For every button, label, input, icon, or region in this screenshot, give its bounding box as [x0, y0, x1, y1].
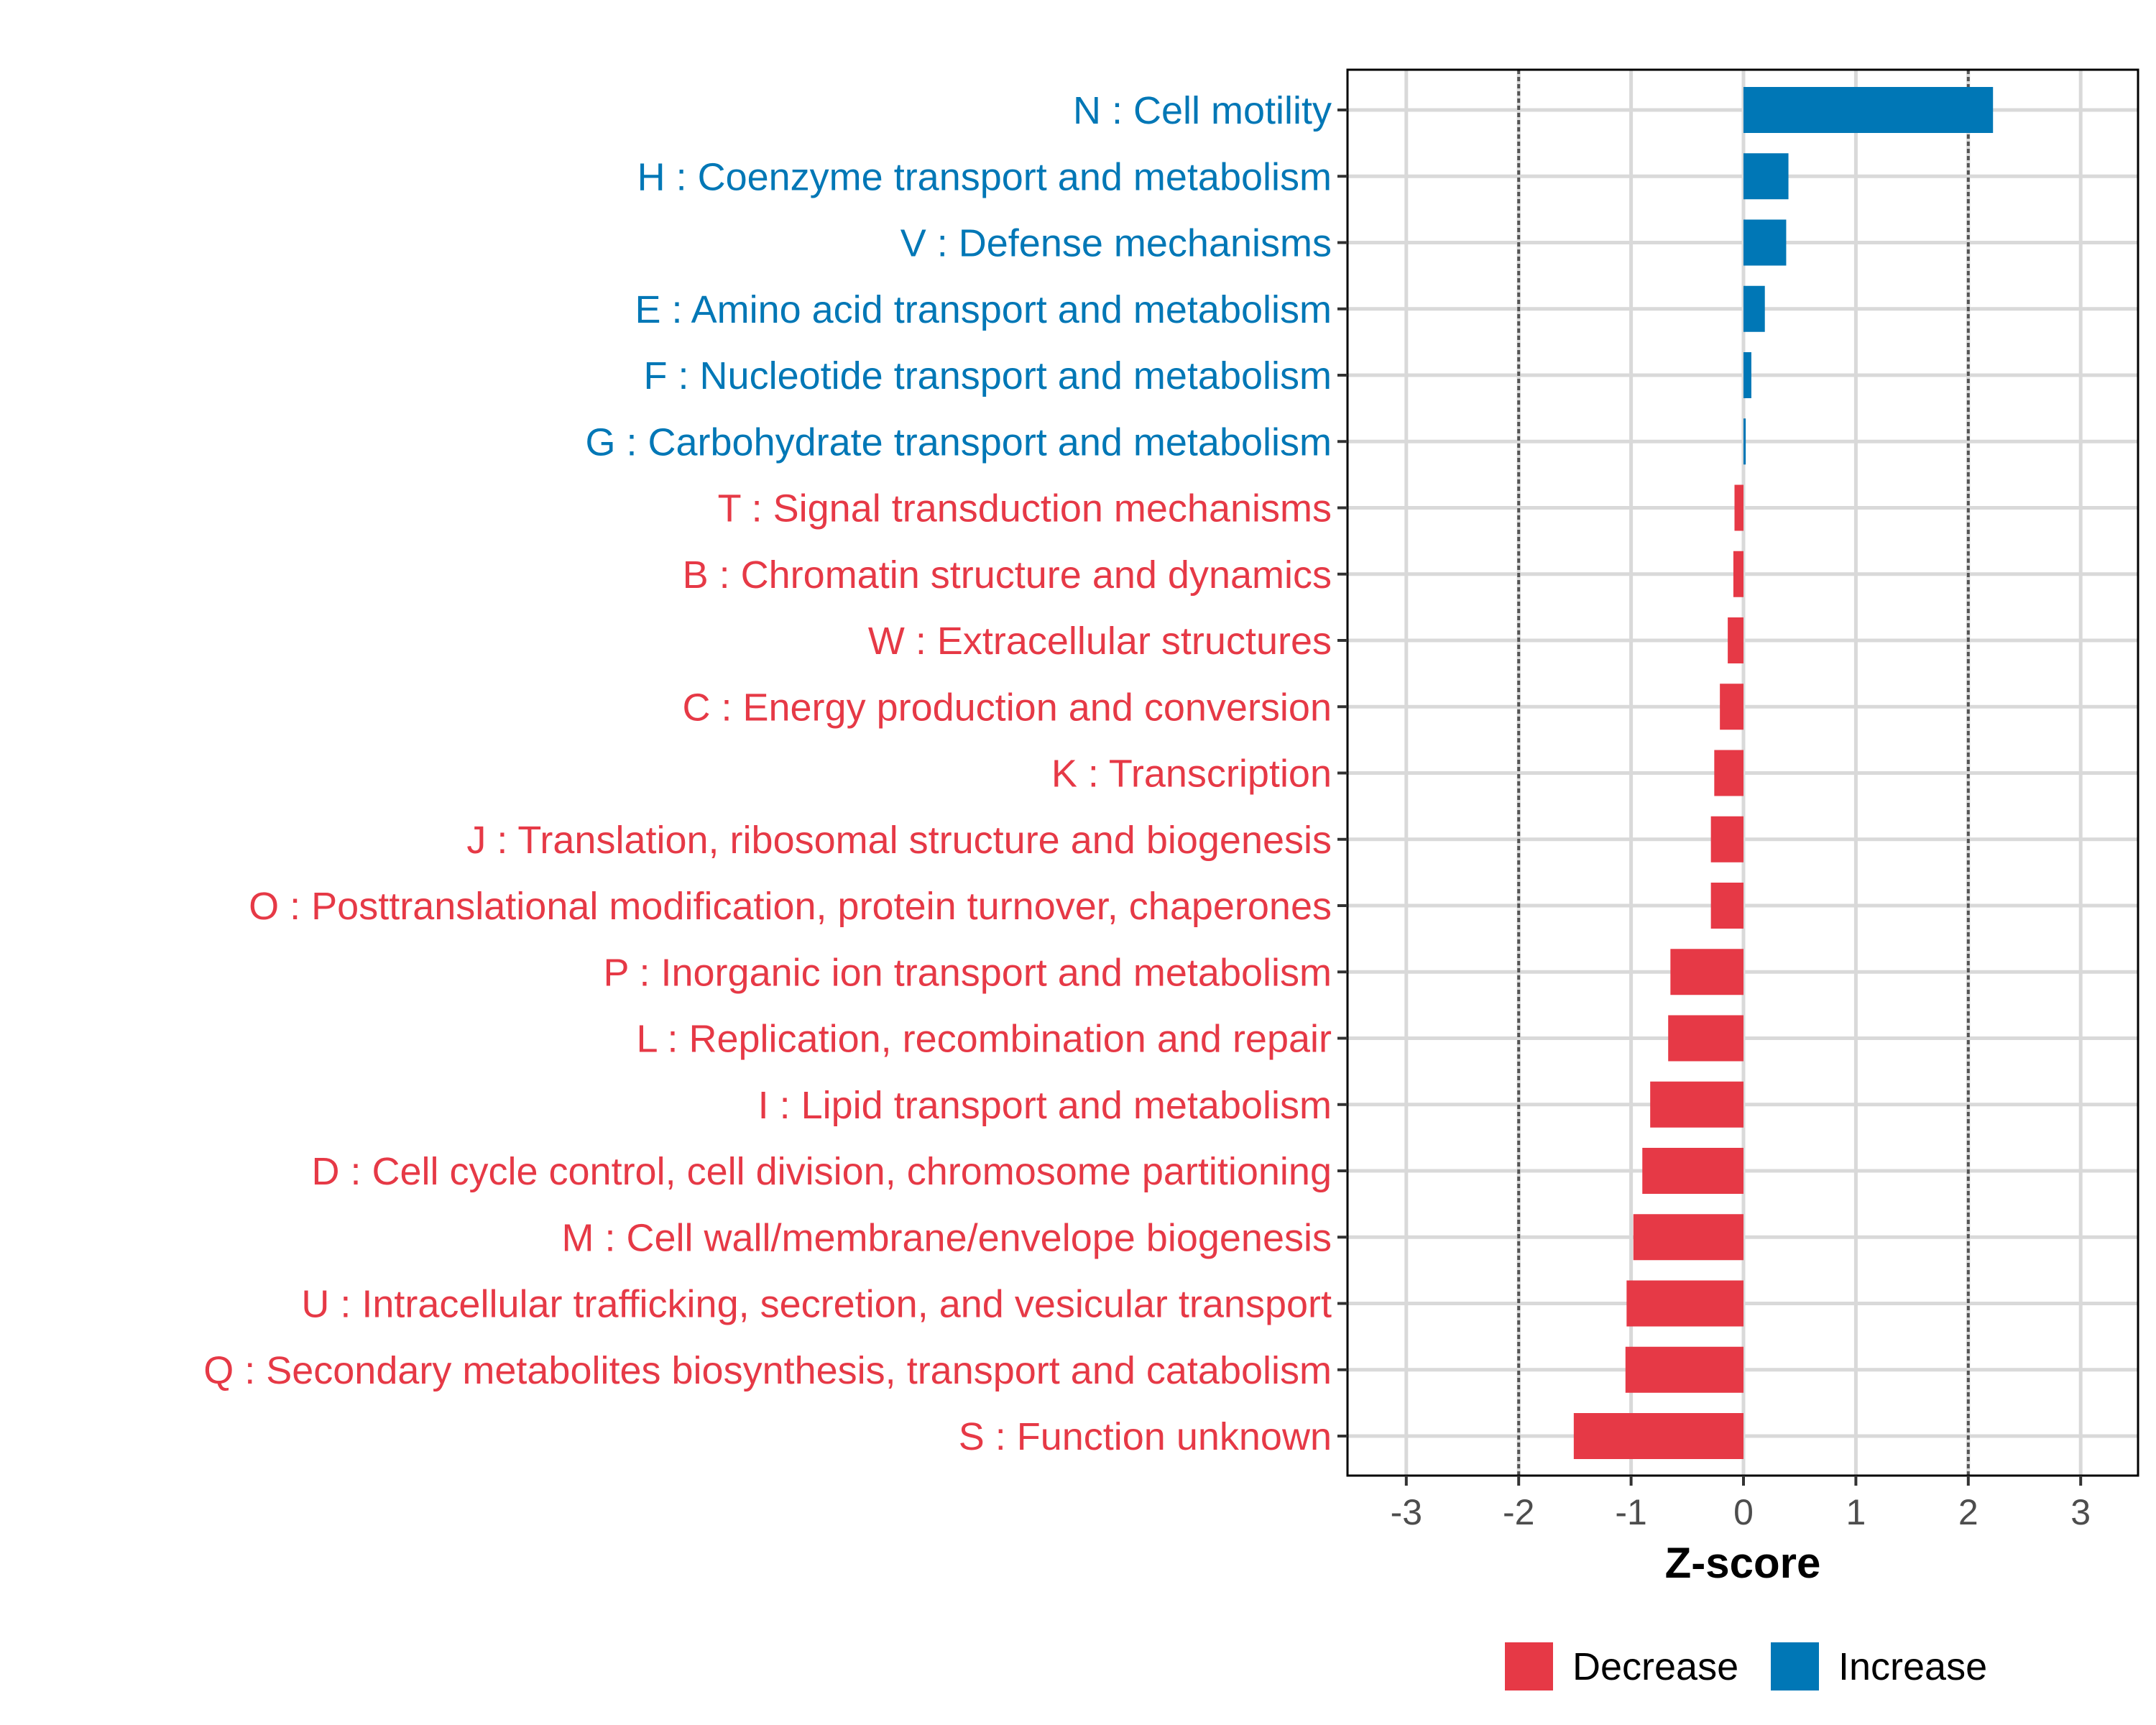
- y-tick-label: H : Coenzyme transport and metabolism: [637, 155, 1332, 198]
- bar-increase: [1743, 219, 1787, 266]
- y-tick-label: L : Replication, recombination and repai…: [636, 1018, 1332, 1061]
- bar-increase: [1743, 87, 1994, 133]
- y-tick-label: T : Signal transduction mechanisms: [718, 487, 1332, 530]
- y-tick-label: D : Cell cycle control, cell division, c…: [311, 1150, 1332, 1193]
- bar-decrease: [1668, 1015, 1743, 1062]
- y-tick-label: Q : Secondary metabolites biosynthesis, …: [203, 1349, 1332, 1392]
- bar-decrease: [1625, 1346, 1743, 1393]
- bar-decrease: [1626, 1280, 1743, 1327]
- y-tick-label: K : Transcription: [1051, 753, 1332, 796]
- y-tick-label: M : Cell wall/membrane/envelope biogenes…: [561, 1216, 1332, 1259]
- bar-decrease: [1642, 1148, 1743, 1194]
- bars: [1573, 87, 1994, 1459]
- bar-decrease: [1633, 1214, 1743, 1261]
- x-tick-label: -2: [1503, 1492, 1534, 1532]
- bar-decrease: [1650, 1081, 1743, 1128]
- bar-decrease: [1710, 816, 1743, 862]
- bar-decrease: [1670, 949, 1743, 995]
- bar-decrease: [1714, 750, 1743, 796]
- legend-key-decrease: [1505, 1642, 1553, 1690]
- bar-decrease: [1734, 484, 1743, 531]
- bar-decrease: [1728, 617, 1743, 663]
- bar-decrease: [1733, 551, 1743, 597]
- x-tick-label: 3: [2070, 1492, 2091, 1532]
- y-tick-label: N : Cell motility: [1073, 89, 1332, 132]
- y-tick-label: P : Inorganic ion transport and metaboli…: [603, 951, 1332, 994]
- y-tick-label: S : Function unknown: [959, 1415, 1332, 1458]
- x-tick-label: 2: [1958, 1492, 1978, 1532]
- y-tick-label: F : Nucleotide transport and metabolism: [644, 354, 1332, 397]
- y-tick-label: B : Chromatin structure and dynamics: [683, 553, 1332, 597]
- bar-decrease: [1710, 883, 1743, 929]
- reference-lines: [1517, 70, 1970, 1476]
- bar-increase: [1743, 153, 1789, 200]
- bar-increase: [1743, 352, 1751, 398]
- x-tick-label: -1: [1615, 1492, 1646, 1532]
- y-tick-label: U : Intracellular trafficking, secretion…: [301, 1283, 1332, 1326]
- legend: Decrease Increase: [1505, 1642, 1987, 1690]
- bar-decrease: [1573, 1413, 1743, 1459]
- x-axis: -3 -2 -1 0 1 2 3: [1391, 1476, 2091, 1532]
- x-tick-label: -3: [1391, 1492, 1422, 1532]
- y-tick-label: J : Translation, ribosomal structure and…: [466, 819, 1332, 862]
- y-axis: N : Cell motility H : Coenzyme transport …: [203, 89, 1348, 1458]
- y-tick-label: O : Posttranslational modification, prot…: [249, 885, 1332, 928]
- y-tick-label: E : Amino acid transport and metabolism: [635, 288, 1332, 331]
- bar-decrease: [1720, 684, 1743, 730]
- y-tick-label: I : Lipid transport and metabolism: [758, 1084, 1332, 1127]
- x-tick-label: 0: [1733, 1492, 1754, 1532]
- y-tick-label: V : Defense mechanisms: [900, 222, 1332, 265]
- x-tick-label: 1: [1846, 1492, 1866, 1532]
- legend-label-increase: Increase: [1838, 1645, 1987, 1688]
- y-tick-label: W : Extracellular structures: [868, 620, 1332, 663]
- x-axis-title: Z-score: [1665, 1539, 1821, 1587]
- legend-key-increase: [1771, 1642, 1819, 1690]
- y-tick-label: G : Carbohydrate transport and metabolis…: [586, 420, 1332, 464]
- y-tick-label: C : Energy production and conversion: [682, 686, 1332, 729]
- bar-increase: [1743, 285, 1765, 332]
- bar-increase: [1743, 418, 1746, 465]
- legend-label-decrease: Decrease: [1572, 1645, 1738, 1688]
